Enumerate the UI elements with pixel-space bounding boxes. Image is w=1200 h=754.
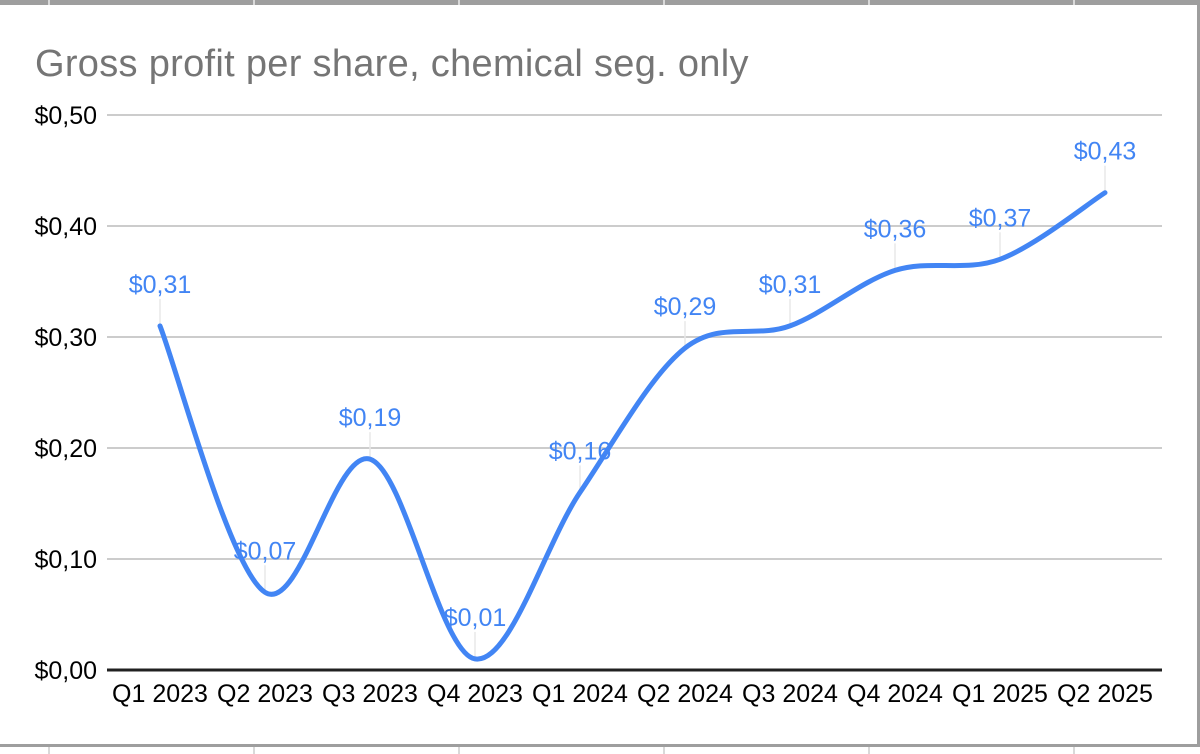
sheet-gridline-bottom (0, 744, 1200, 747)
y-tick-label: $0,00 (34, 657, 97, 685)
sheet-column-boundary (868, 0, 870, 8)
sheet-column-boundary (253, 747, 255, 754)
line-chart: $0,00 $0,10 $0,20 $0,30 $0,40 $0,50 Q1 2023 Q2 … (34, 102, 1162, 708)
sheet-column-boundary (458, 0, 460, 8)
sheet-column-boundary (1073, 0, 1075, 8)
data-label: $0,31 (759, 271, 822, 299)
sheet-column-boundary (48, 747, 50, 754)
y-tick-label: $0,10 (34, 546, 97, 574)
sheet-column-boundary (663, 0, 665, 8)
x-tick-label: Q3 2023 (322, 680, 418, 708)
sheet-column-boundary (868, 747, 870, 754)
data-label: $0,29 (654, 293, 717, 321)
data-label: $0,31 (129, 271, 192, 299)
sheet-column-boundary (253, 0, 255, 8)
data-label: $0,37 (969, 204, 1032, 232)
data-label: $0,01 (444, 604, 507, 632)
sheet-gridline-right (1197, 0, 1200, 746)
sheet-column-boundary (1073, 747, 1075, 754)
x-tick-label: Q1 2025 (952, 680, 1048, 708)
x-tick-label: Q4 2024 (847, 680, 943, 708)
sheet-gridline-top (0, 0, 1200, 5)
data-label: $0,36 (864, 215, 927, 243)
data-label: $0,19 (339, 404, 402, 432)
data-label: $0,16 (549, 437, 612, 465)
x-tick-label: Q1 2023 (112, 680, 208, 708)
x-tick-label: Q1 2024 (532, 680, 628, 708)
sheet-column-boundary (663, 747, 665, 754)
x-tick-label: Q2 2023 (217, 680, 313, 708)
series-line (157, 190, 1108, 662)
chart-container[interactable]: Gross profit per share, chemical seg. on… (0, 5, 1197, 744)
x-tick-label: Q4 2023 (427, 680, 523, 708)
chart-title: Gross profit per share, chemical seg. on… (35, 43, 749, 85)
sheet-column-boundary (48, 0, 50, 8)
data-label: $0,43 (1074, 138, 1137, 166)
y-tick-label: $0,50 (34, 102, 97, 130)
x-tick-label: Q3 2024 (742, 680, 838, 708)
x-tick-label: Q2 2024 (637, 680, 733, 708)
y-tick-label: $0,20 (34, 435, 97, 463)
data-label: $0,07 (234, 537, 297, 565)
sheet-column-boundary (458, 747, 460, 754)
y-tick-label: $0,40 (34, 213, 97, 241)
y-tick-label: $0,30 (34, 324, 97, 352)
x-tick-label: Q2 2025 (1057, 680, 1153, 708)
